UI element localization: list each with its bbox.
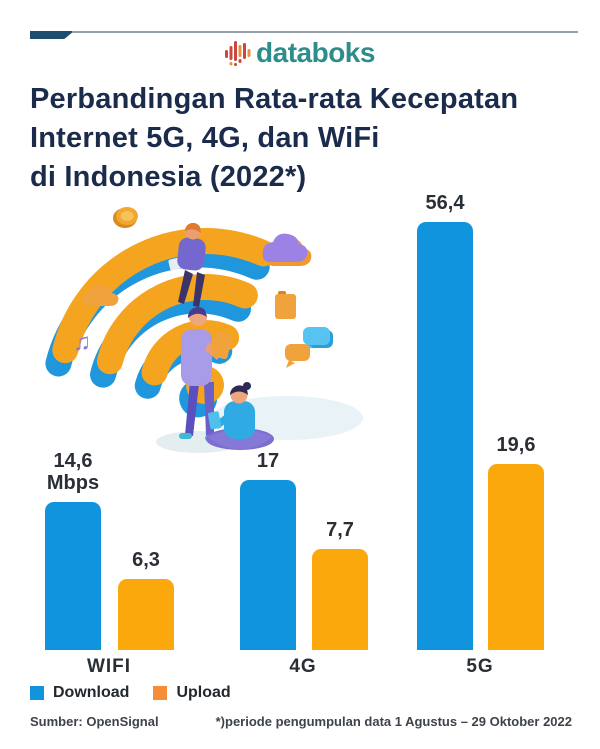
bar-wifi-upload <box>118 579 174 650</box>
person-standing <box>179 307 232 441</box>
music-note-icon: ♫ <box>73 329 91 356</box>
legend-label-upload: Upload <box>176 684 231 701</box>
page-title: Perbandingan Rata-rata Kecepatan Interne… <box>30 80 518 197</box>
footnote-text: *)periode pengumpulan data 1 Agustus – 2… <box>215 714 572 729</box>
value-label-wifi-upload: 6,3 <box>132 549 160 571</box>
legend-swatch-upload <box>153 686 168 700</box>
person-on-arc <box>168 222 206 307</box>
legend-item-download: Download <box>30 684 129 702</box>
chat-bubble-blue-icon <box>303 327 333 352</box>
value-label-4g-upload: 7,7 <box>326 519 354 541</box>
top-rule-line <box>72 31 578 33</box>
chat-bubble-orange-icon <box>285 344 310 368</box>
value-label-5g-download: 56,4 <box>425 192 465 214</box>
bar-5g-download <box>417 222 473 650</box>
cloud-purple-icon <box>262 233 312 266</box>
category-label-4g: 4G <box>289 656 317 677</box>
source-text: Sumber: OpenSignal <box>30 714 159 729</box>
value-label-5g-upload: 19,6 <box>496 434 536 456</box>
person-sitting <box>206 382 274 450</box>
legend-item-upload: Upload <box>153 684 231 702</box>
folder-icon <box>275 291 296 319</box>
legend-label-download: Download <box>53 684 130 701</box>
databoks-logo-icon <box>225 41 251 66</box>
bar-4g-download <box>240 480 296 650</box>
value-label-4g-download: 17 <box>256 450 280 472</box>
databoks-logo-text: databoks <box>256 37 375 68</box>
title-line-2: Internet 5G, 4G, dan WiFi <box>30 122 380 154</box>
legend-swatch-download <box>30 686 44 700</box>
title-line-3: di Indonesia (2022*) <box>30 161 307 193</box>
bar-5g-upload <box>488 464 544 650</box>
coin-icon <box>113 207 138 228</box>
chart-legend: Download Upload <box>30 684 231 702</box>
databoks-logo: databoks <box>0 37 600 69</box>
wifi-people-illustration: ♫ <box>45 207 363 453</box>
value-label-wifi-download: 14,6 Mbps <box>46 450 100 494</box>
cloud-orange-icon <box>82 284 119 306</box>
category-label-5g: 5G <box>466 656 494 677</box>
bar-wifi-download <box>45 502 101 650</box>
bar-4g-upload <box>312 549 368 650</box>
top-rule-accent <box>30 31 74 39</box>
category-label-wifi: WIFI <box>86 656 132 677</box>
title-line-1: Perbandingan Rata-rata Kecepatan <box>30 83 519 115</box>
